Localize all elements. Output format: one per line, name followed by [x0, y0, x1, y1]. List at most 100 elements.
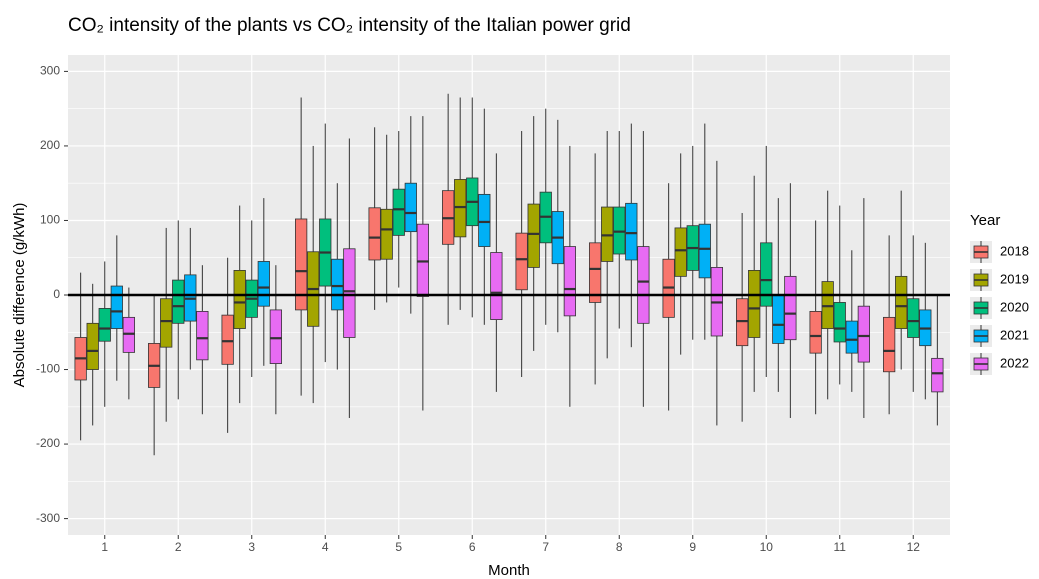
- x-tick-label: 3: [248, 540, 255, 554]
- box-body: [833, 302, 846, 343]
- box: [466, 97, 479, 318]
- box-body: [343, 248, 356, 338]
- box-body: [674, 227, 687, 277]
- box: [674, 153, 687, 355]
- box-body: [122, 316, 135, 353]
- legend-label: 2021: [1000, 327, 1029, 342]
- box: [748, 175, 761, 392]
- box: [257, 198, 270, 366]
- box-body: [233, 270, 246, 329]
- box-body: [563, 246, 576, 317]
- x-tick-label: 12: [907, 540, 921, 554]
- box-body: [269, 309, 282, 364]
- box: [784, 183, 797, 418]
- box: [245, 220, 258, 377]
- box: [625, 123, 638, 348]
- box-body: [221, 314, 234, 365]
- box: [613, 131, 626, 329]
- box-body: [527, 203, 540, 268]
- box: [416, 116, 429, 411]
- legend-label: 2020: [1000, 299, 1029, 314]
- box: [698, 123, 711, 340]
- x-tick-label: 4: [322, 540, 329, 554]
- box: [710, 160, 723, 426]
- box-body: [478, 193, 491, 247]
- box: [98, 261, 111, 407]
- x-tick-label: 11: [834, 540, 847, 554]
- x-tick-label: 2: [175, 540, 182, 554]
- box-body: [857, 305, 870, 363]
- box-body: [907, 298, 920, 338]
- box-body: [613, 206, 626, 255]
- box: [148, 295, 161, 456]
- box-body: [821, 281, 834, 329]
- box: [821, 190, 834, 400]
- box: [907, 235, 920, 392]
- box: [184, 227, 197, 370]
- box-body: [257, 261, 270, 307]
- box: [601, 131, 614, 359]
- box-body: [845, 320, 858, 354]
- box-body: [637, 246, 650, 324]
- box-body: [589, 242, 602, 303]
- box: [833, 205, 846, 385]
- box: [931, 295, 944, 426]
- y-tick-label: 200: [40, 138, 60, 152]
- box-body: [931, 357, 944, 393]
- box: [404, 116, 417, 314]
- box: [478, 108, 491, 325]
- legend-label: 2019: [1000, 271, 1029, 286]
- box-body: [760, 242, 773, 307]
- box: [736, 213, 749, 422]
- y-tick-label: -300: [36, 511, 60, 525]
- box: [539, 108, 552, 325]
- box-body: [392, 188, 405, 236]
- box: [760, 145, 773, 377]
- y-tick-label: -100: [36, 362, 60, 376]
- box-body: [736, 298, 749, 347]
- box: [392, 131, 405, 288]
- box: [74, 272, 87, 441]
- box: [895, 190, 908, 370]
- box-body: [809, 310, 822, 354]
- y-tick-label: -200: [36, 436, 60, 450]
- box: [196, 265, 209, 415]
- box: [527, 116, 540, 351]
- box: [122, 287, 135, 400]
- x-tick-label: 5: [395, 540, 402, 554]
- box: [490, 153, 503, 392]
- box-body: [895, 275, 908, 329]
- box-body: [601, 206, 614, 262]
- x-tick-label: 9: [689, 540, 696, 554]
- box: [172, 220, 185, 400]
- box-body: [368, 207, 381, 261]
- box: [368, 127, 381, 310]
- x-tick-label: 6: [469, 540, 476, 554]
- box-body: [515, 232, 528, 291]
- box-body: [784, 275, 797, 341]
- box-body: [331, 258, 344, 311]
- box: [686, 145, 699, 340]
- box: [221, 257, 234, 433]
- box: [857, 198, 870, 418]
- box-body: [772, 294, 785, 344]
- box: [319, 123, 332, 363]
- box: [160, 227, 173, 422]
- chart-title: CO₂ intensity of the plants vs CO₂ inten…: [68, 15, 631, 36]
- box: [589, 153, 602, 385]
- x-axis-label: Month: [488, 562, 530, 579]
- box-body: [160, 298, 173, 348]
- box: [883, 235, 896, 415]
- box: [86, 283, 99, 426]
- box: [233, 205, 246, 404]
- y-tick-label: 0: [53, 287, 60, 301]
- box-body: [490, 252, 503, 320]
- y-tick-label: 300: [40, 64, 60, 78]
- box-body: [196, 310, 209, 361]
- box: [307, 145, 320, 404]
- box-body: [86, 322, 99, 370]
- box-body: [110, 285, 123, 329]
- y-axis-label: Absolute difference (g/kWh): [11, 203, 28, 388]
- box: [563, 145, 576, 407]
